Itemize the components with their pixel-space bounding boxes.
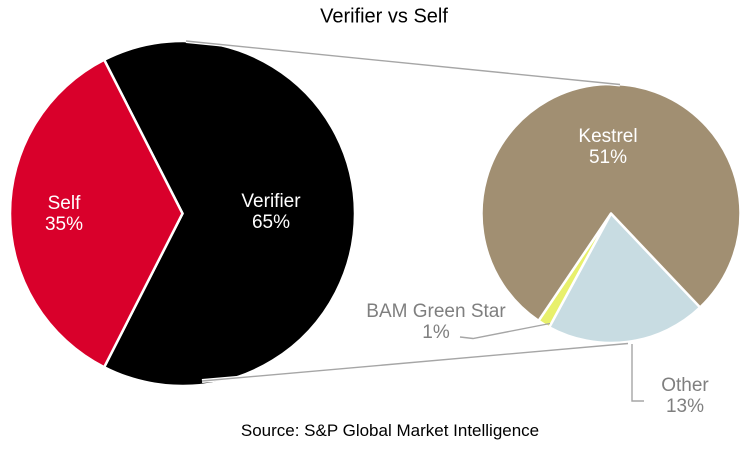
label-bam-green-star: BAM Green Star 1% bbox=[366, 301, 505, 343]
source-note: Source: S&P Global Market Intelligence bbox=[240, 421, 540, 440]
label-kestrel: Kestrel 51% bbox=[578, 126, 637, 168]
label-verifier-pct: 65% bbox=[251, 212, 291, 233]
top-connector-line bbox=[185, 40, 621, 86]
label-kestrel-pct: 51% bbox=[588, 147, 628, 168]
bam-green-star-leader-line bbox=[459, 322, 551, 340]
label-other-pct: 13% bbox=[665, 396, 705, 417]
label-bam-green-star-pct: 1% bbox=[422, 322, 450, 343]
pie-slices bbox=[8, 39, 742, 388]
slice-self bbox=[8, 58, 184, 369]
label-leader-lines bbox=[459, 322, 644, 402]
label-kestrel-name: Kestrel bbox=[578, 126, 638, 147]
other-leader-line bbox=[631, 344, 644, 402]
label-self: Self 35% bbox=[45, 193, 83, 235]
label-self-pct: 35% bbox=[44, 214, 84, 235]
slice-other bbox=[547, 212, 702, 345]
bottom-connector-line bbox=[201, 342, 629, 382]
series-connector-lines bbox=[185, 39, 629, 383]
label-verifier: Verifier 65% bbox=[241, 191, 300, 233]
label-other: Other 13% bbox=[661, 375, 709, 417]
label-verifier-name: Verifier bbox=[241, 191, 301, 212]
chart-title: Verifier vs Self bbox=[320, 5, 448, 28]
label-other-name: Other bbox=[661, 375, 709, 396]
label-self-name: Self bbox=[47, 193, 81, 214]
label-bam-green-star-name: BAM Green Star bbox=[366, 301, 506, 322]
